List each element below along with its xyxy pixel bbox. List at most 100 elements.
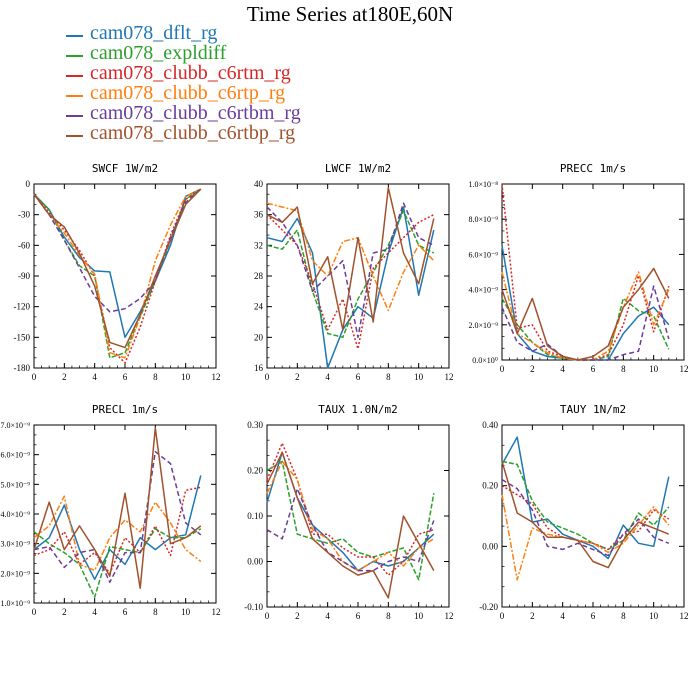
y-tick-label: 0.20: [482, 481, 498, 491]
legend-swatch: [66, 135, 83, 137]
y-tick-label: 4.0×10⁻⁹: [468, 286, 498, 295]
chart-panel: TAUX 1.0N/m2 0 2 4 6 8 10 12 0.30 0.20 0.10 0.00 -0.…: [244, 403, 453, 621]
x-tick-label: 0: [500, 364, 505, 374]
y-tick-label: 32: [254, 240, 263, 250]
chart-panel: PRECL 1m/s 0 2 4 6 8 10 12 7.0×10⁻⁹ 6.0×10⁻⁹ 5.0×1…: [0, 403, 220, 617]
panel-title: SWCF 1W/m2: [92, 162, 158, 175]
x-tick-label: 10: [181, 607, 191, 617]
y-tick-label: 3.0×10⁻⁹: [0, 540, 30, 549]
y-tick-label: 2.0×10⁻⁹: [468, 321, 498, 330]
x-tick-label: 8: [386, 611, 391, 621]
series-line: [501, 460, 670, 551]
x-tick-label: 6: [123, 372, 128, 382]
series-line: [501, 461, 670, 569]
series-line: [501, 245, 670, 361]
series-line: [501, 436, 670, 560]
x-tick-label: 4: [560, 611, 565, 621]
y-tick-label: 24: [254, 302, 264, 312]
series-line: [266, 187, 435, 331]
x-tick-label: 2: [62, 607, 67, 617]
plot-frame: [33, 183, 217, 369]
y-tick-label: 2.0×10⁻⁹: [0, 569, 30, 578]
x-tick-label: 4: [92, 372, 97, 382]
series-line: [266, 442, 435, 576]
series-line: [266, 487, 435, 572]
chart-panel: TAUY 1N/m2 0 2 4 6 8 10 12 0.40 0.20 0.00 -0.20: [479, 403, 688, 621]
y-tick-label: 0.30: [247, 420, 263, 430]
x-tick-label: 4: [560, 364, 565, 374]
legend-label: cam078_clubb_c6rtm_rg: [90, 62, 291, 84]
series-line: [266, 460, 435, 572]
y-tick-label: -120: [14, 302, 31, 312]
series-line: [266, 460, 435, 581]
x-tick-label: 6: [356, 372, 361, 382]
chart-panel: PRECC 1m/s 0 2 4 6 8 10 12 1.0×10⁻⁸ 8.0×10⁻⁹ 6.0×1…: [468, 162, 688, 374]
x-tick-label: 8: [621, 364, 626, 374]
series-line: [501, 478, 670, 557]
x-tick-label: 10: [181, 372, 191, 382]
y-tick-label: 0: [26, 179, 31, 189]
series-line: [266, 202, 435, 339]
legend-swatch: [66, 115, 83, 117]
x-tick-label: 4: [325, 372, 330, 382]
y-tick-label: 40: [254, 179, 264, 189]
x-tick-label: 10: [649, 364, 659, 374]
x-tick-label: 10: [414, 611, 424, 621]
legend-label: cam078_clubb_c6rtbp_rg: [90, 122, 296, 144]
x-tick-label: 6: [591, 611, 596, 621]
y-tick-label: 0.00: [247, 557, 263, 567]
plot-frame: [501, 183, 685, 361]
series-line: [266, 451, 435, 599]
series-line: [33, 475, 202, 581]
plot-frame: [33, 424, 217, 604]
y-tick-label: 0.40: [482, 420, 498, 430]
panel-title: TAUX 1.0N/m2: [318, 403, 397, 416]
x-tick-label: 4: [325, 611, 330, 621]
x-tick-label: 8: [153, 607, 158, 617]
series-line: [33, 495, 202, 572]
x-tick-label: 0: [500, 611, 505, 621]
y-tick-label: -0.20: [479, 602, 498, 612]
y-tick-label: 0.0×10⁰: [472, 356, 498, 365]
plot-frame: [266, 424, 450, 608]
y-tick-label: 6.0×10⁻⁹: [468, 250, 498, 259]
y-tick-label: 5.0×10⁻⁹: [0, 480, 30, 489]
series-line: [501, 494, 670, 581]
plot-frame: [501, 424, 685, 608]
series-line: [501, 285, 670, 361]
x-tick-label: 2: [530, 611, 535, 621]
x-tick-label: 2: [295, 372, 300, 382]
series-line: [33, 188, 202, 349]
x-tick-label: 2: [295, 611, 300, 621]
legend-label: cam078_expldiff: [90, 42, 227, 64]
panel-title: TAUY 1N/m2: [560, 403, 626, 416]
series-line: [266, 214, 435, 350]
series-line: [501, 297, 670, 361]
y-tick-label: -180: [14, 363, 31, 373]
y-tick-label: 28: [254, 271, 264, 281]
figure-title: Time Series at180E,60N: [246, 2, 454, 26]
x-tick-label: 8: [153, 372, 158, 382]
panel-title: LWCF 1W/m2: [325, 162, 391, 175]
panel-title: PRECL 1m/s: [92, 403, 158, 416]
legend-label: cam078_dflt_rg: [90, 22, 218, 44]
series-line: [33, 188, 202, 359]
series-line: [266, 202, 435, 312]
series-line: [33, 188, 202, 313]
y-tick-label: 1.0×10⁻⁸: [468, 180, 498, 189]
x-tick-label: 12: [212, 607, 221, 617]
legend-swatch: [66, 75, 83, 77]
x-tick-label: 8: [386, 372, 391, 382]
legend-label: cam078_clubb_c6rtbm_rg: [90, 102, 301, 124]
y-tick-label: 7.0×10⁻⁹: [0, 421, 30, 430]
y-tick-label: 4.0×10⁻⁹: [0, 510, 30, 519]
series-line: [266, 210, 435, 339]
legend-swatch: [66, 55, 83, 57]
x-tick-label: 12: [445, 611, 454, 621]
x-tick-label: 2: [62, 372, 67, 382]
y-tick-label: -90: [18, 271, 30, 281]
x-tick-label: 4: [92, 607, 97, 617]
x-tick-label: 12: [445, 372, 454, 382]
